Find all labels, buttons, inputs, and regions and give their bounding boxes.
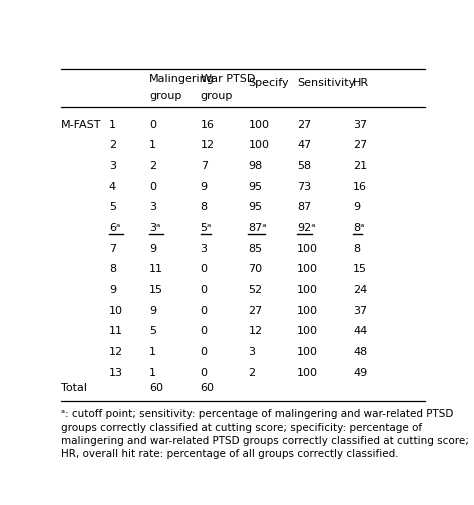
Text: ᵃ: cutoff point; sensitivity: percentage of malingering and war-related PTSD
gro: ᵃ: cutoff point; sensitivity: percentage… bbox=[61, 409, 469, 458]
Text: 9: 9 bbox=[149, 243, 156, 253]
Text: 16: 16 bbox=[201, 120, 215, 130]
Text: 73: 73 bbox=[297, 181, 311, 191]
Text: 3: 3 bbox=[149, 202, 156, 212]
Text: 2: 2 bbox=[109, 140, 116, 150]
Text: 5: 5 bbox=[149, 326, 156, 336]
Text: 3ᵃ: 3ᵃ bbox=[149, 223, 161, 233]
Text: 9: 9 bbox=[109, 284, 116, 294]
Text: 0: 0 bbox=[201, 264, 208, 274]
Text: Malingering: Malingering bbox=[149, 74, 215, 84]
Text: 12: 12 bbox=[201, 140, 215, 150]
Text: 0: 0 bbox=[201, 326, 208, 336]
Text: 2: 2 bbox=[248, 367, 255, 377]
Text: 100: 100 bbox=[297, 305, 319, 315]
Text: 1: 1 bbox=[149, 140, 156, 150]
Text: 8: 8 bbox=[353, 243, 360, 253]
Text: 92ᵃ: 92ᵃ bbox=[297, 223, 316, 233]
Text: 100: 100 bbox=[297, 346, 319, 356]
Text: group: group bbox=[201, 90, 233, 100]
Text: 3: 3 bbox=[109, 161, 116, 171]
Text: 21: 21 bbox=[353, 161, 367, 171]
Text: 7: 7 bbox=[109, 243, 116, 253]
Text: 95: 95 bbox=[248, 202, 263, 212]
Text: 8: 8 bbox=[201, 202, 208, 212]
Text: 100: 100 bbox=[297, 264, 319, 274]
Text: Sensitivity: Sensitivity bbox=[297, 77, 356, 87]
Text: 8ᵃ: 8ᵃ bbox=[353, 223, 365, 233]
Text: 1: 1 bbox=[109, 120, 116, 130]
Text: 60: 60 bbox=[149, 382, 163, 392]
Text: 0: 0 bbox=[149, 181, 156, 191]
Text: 70: 70 bbox=[248, 264, 263, 274]
Text: 37: 37 bbox=[353, 305, 367, 315]
Text: 58: 58 bbox=[297, 161, 311, 171]
Text: 11: 11 bbox=[109, 326, 123, 336]
Text: 9: 9 bbox=[149, 305, 156, 315]
Text: 16: 16 bbox=[353, 181, 367, 191]
Text: 44: 44 bbox=[353, 326, 367, 336]
Text: 0: 0 bbox=[201, 367, 208, 377]
Text: 27: 27 bbox=[248, 305, 263, 315]
Text: 9: 9 bbox=[353, 202, 360, 212]
Text: 100: 100 bbox=[248, 120, 269, 130]
Text: 2: 2 bbox=[149, 161, 156, 171]
Text: 1: 1 bbox=[149, 346, 156, 356]
Text: 87: 87 bbox=[297, 202, 311, 212]
Text: 12: 12 bbox=[109, 346, 123, 356]
Text: 12: 12 bbox=[248, 326, 263, 336]
Text: 8: 8 bbox=[109, 264, 116, 274]
Text: 85: 85 bbox=[248, 243, 263, 253]
Text: 49: 49 bbox=[353, 367, 367, 377]
Text: 52: 52 bbox=[248, 284, 263, 294]
Text: 0: 0 bbox=[201, 346, 208, 356]
Text: 37: 37 bbox=[353, 120, 367, 130]
Text: 7: 7 bbox=[201, 161, 208, 171]
Text: 3: 3 bbox=[248, 346, 255, 356]
Text: 0: 0 bbox=[149, 120, 156, 130]
Text: 1: 1 bbox=[149, 367, 156, 377]
Text: 13: 13 bbox=[109, 367, 123, 377]
Text: 3: 3 bbox=[201, 243, 208, 253]
Text: 100: 100 bbox=[297, 326, 319, 336]
Text: 100: 100 bbox=[297, 243, 319, 253]
Text: 47: 47 bbox=[297, 140, 311, 150]
Text: 15: 15 bbox=[149, 284, 163, 294]
Text: HR: HR bbox=[353, 77, 369, 87]
Text: 27: 27 bbox=[353, 140, 367, 150]
Text: 4: 4 bbox=[109, 181, 116, 191]
Text: 100: 100 bbox=[297, 367, 319, 377]
Text: 98: 98 bbox=[248, 161, 263, 171]
Text: 0: 0 bbox=[201, 305, 208, 315]
Text: Specify: Specify bbox=[248, 77, 289, 87]
Text: 100: 100 bbox=[248, 140, 269, 150]
Text: 48: 48 bbox=[353, 346, 367, 356]
Text: 11: 11 bbox=[149, 264, 163, 274]
Text: 5ᵃ: 5ᵃ bbox=[201, 223, 212, 233]
Text: 95: 95 bbox=[248, 181, 263, 191]
Text: 0: 0 bbox=[201, 284, 208, 294]
Text: 5: 5 bbox=[109, 202, 116, 212]
Text: 60: 60 bbox=[201, 382, 215, 392]
Text: group: group bbox=[149, 90, 182, 100]
Text: Total: Total bbox=[61, 382, 87, 392]
Text: 15: 15 bbox=[353, 264, 367, 274]
Text: 6ᵃ: 6ᵃ bbox=[109, 223, 120, 233]
Text: 10: 10 bbox=[109, 305, 123, 315]
Text: 27: 27 bbox=[297, 120, 311, 130]
Text: War PTSD: War PTSD bbox=[201, 74, 255, 84]
Text: 9: 9 bbox=[201, 181, 208, 191]
Text: 100: 100 bbox=[297, 284, 319, 294]
Text: M-FAST: M-FAST bbox=[61, 120, 101, 130]
Text: 87ᵃ: 87ᵃ bbox=[248, 223, 267, 233]
Text: 24: 24 bbox=[353, 284, 367, 294]
